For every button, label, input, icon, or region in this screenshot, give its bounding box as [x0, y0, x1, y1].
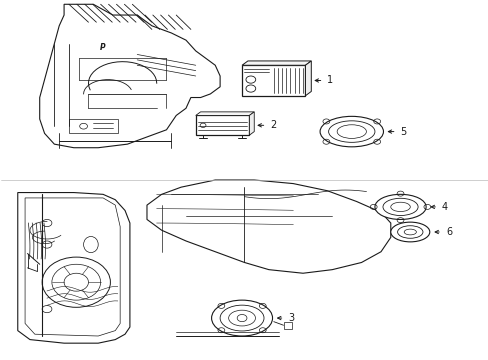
Text: 5: 5	[400, 127, 406, 136]
Polygon shape	[305, 61, 311, 96]
Polygon shape	[195, 112, 254, 116]
Text: 1: 1	[327, 76, 333, 85]
Text: 6: 6	[445, 227, 451, 237]
Text: 4: 4	[441, 202, 447, 212]
Text: 3: 3	[288, 313, 294, 323]
Circle shape	[42, 257, 110, 307]
Ellipse shape	[390, 222, 429, 242]
Polygon shape	[147, 180, 390, 273]
Ellipse shape	[83, 237, 98, 253]
Polygon shape	[242, 61, 311, 65]
Polygon shape	[242, 65, 305, 96]
Text: P: P	[100, 43, 106, 52]
Polygon shape	[249, 112, 254, 135]
Ellipse shape	[211, 300, 272, 336]
Ellipse shape	[320, 116, 383, 147]
Ellipse shape	[374, 194, 425, 220]
Polygon shape	[18, 193, 130, 343]
Text: 2: 2	[270, 120, 276, 130]
Polygon shape	[195, 116, 249, 135]
